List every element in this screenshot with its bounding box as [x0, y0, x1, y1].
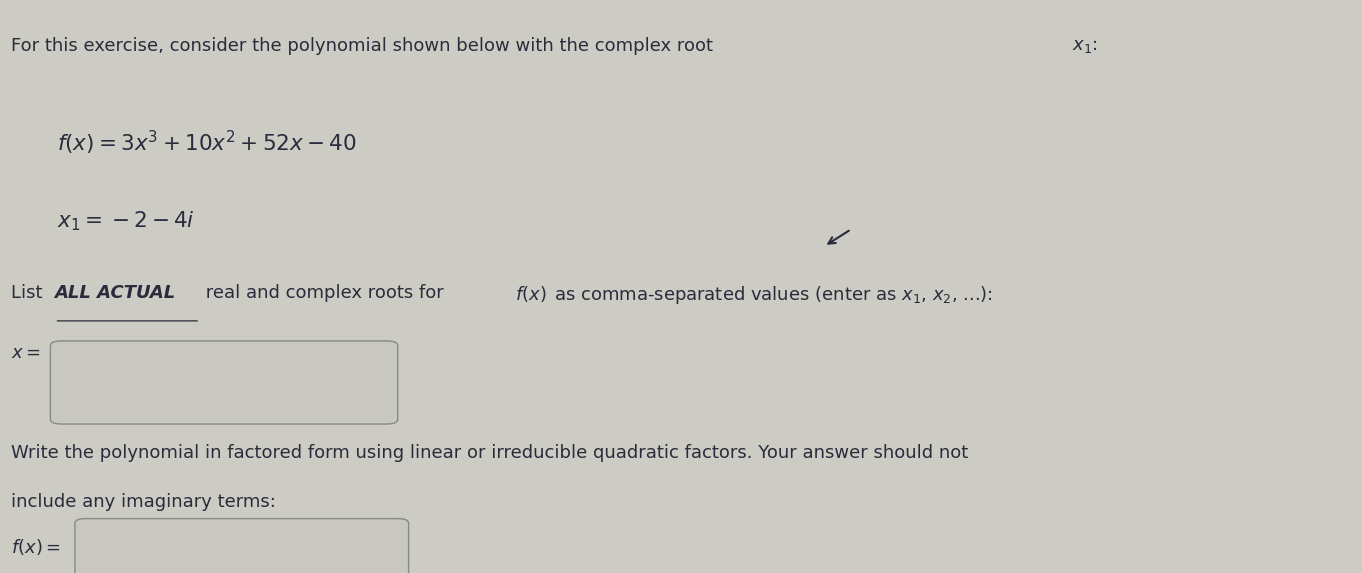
Text: For this exercise, consider the polynomial shown below with the complex root: For this exercise, consider the polynomi…: [11, 37, 719, 55]
FancyBboxPatch shape: [75, 519, 409, 573]
Text: $f(x) = 3x^3 + 10x^2 + 52x - 40$: $f(x) = 3x^3 + 10x^2 + 52x - 40$: [57, 129, 357, 157]
Text: Write the polynomial in factored form using linear or irreducible quadratic fact: Write the polynomial in factored form us…: [11, 444, 968, 462]
Text: $x_1$:: $x_1$:: [1072, 37, 1098, 55]
Text: $f(x)$: $f(x)$: [515, 284, 546, 304]
Text: $f(x) =$: $f(x) =$: [11, 537, 60, 557]
Text: real and complex roots for: real and complex roots for: [200, 284, 449, 301]
FancyBboxPatch shape: [50, 341, 398, 424]
Text: List: List: [11, 284, 48, 301]
Text: as comma-separated values (enter as $x_1$, $x_2$, ...):: as comma-separated values (enter as $x_1…: [554, 284, 993, 305]
Text: ALL ACTUAL: ALL ACTUAL: [54, 284, 176, 301]
Text: include any imaginary terms:: include any imaginary terms:: [11, 493, 275, 511]
Text: $x_1 = -2 - 4i$: $x_1 = -2 - 4i$: [57, 209, 195, 233]
Text: $x =$: $x =$: [11, 344, 41, 362]
